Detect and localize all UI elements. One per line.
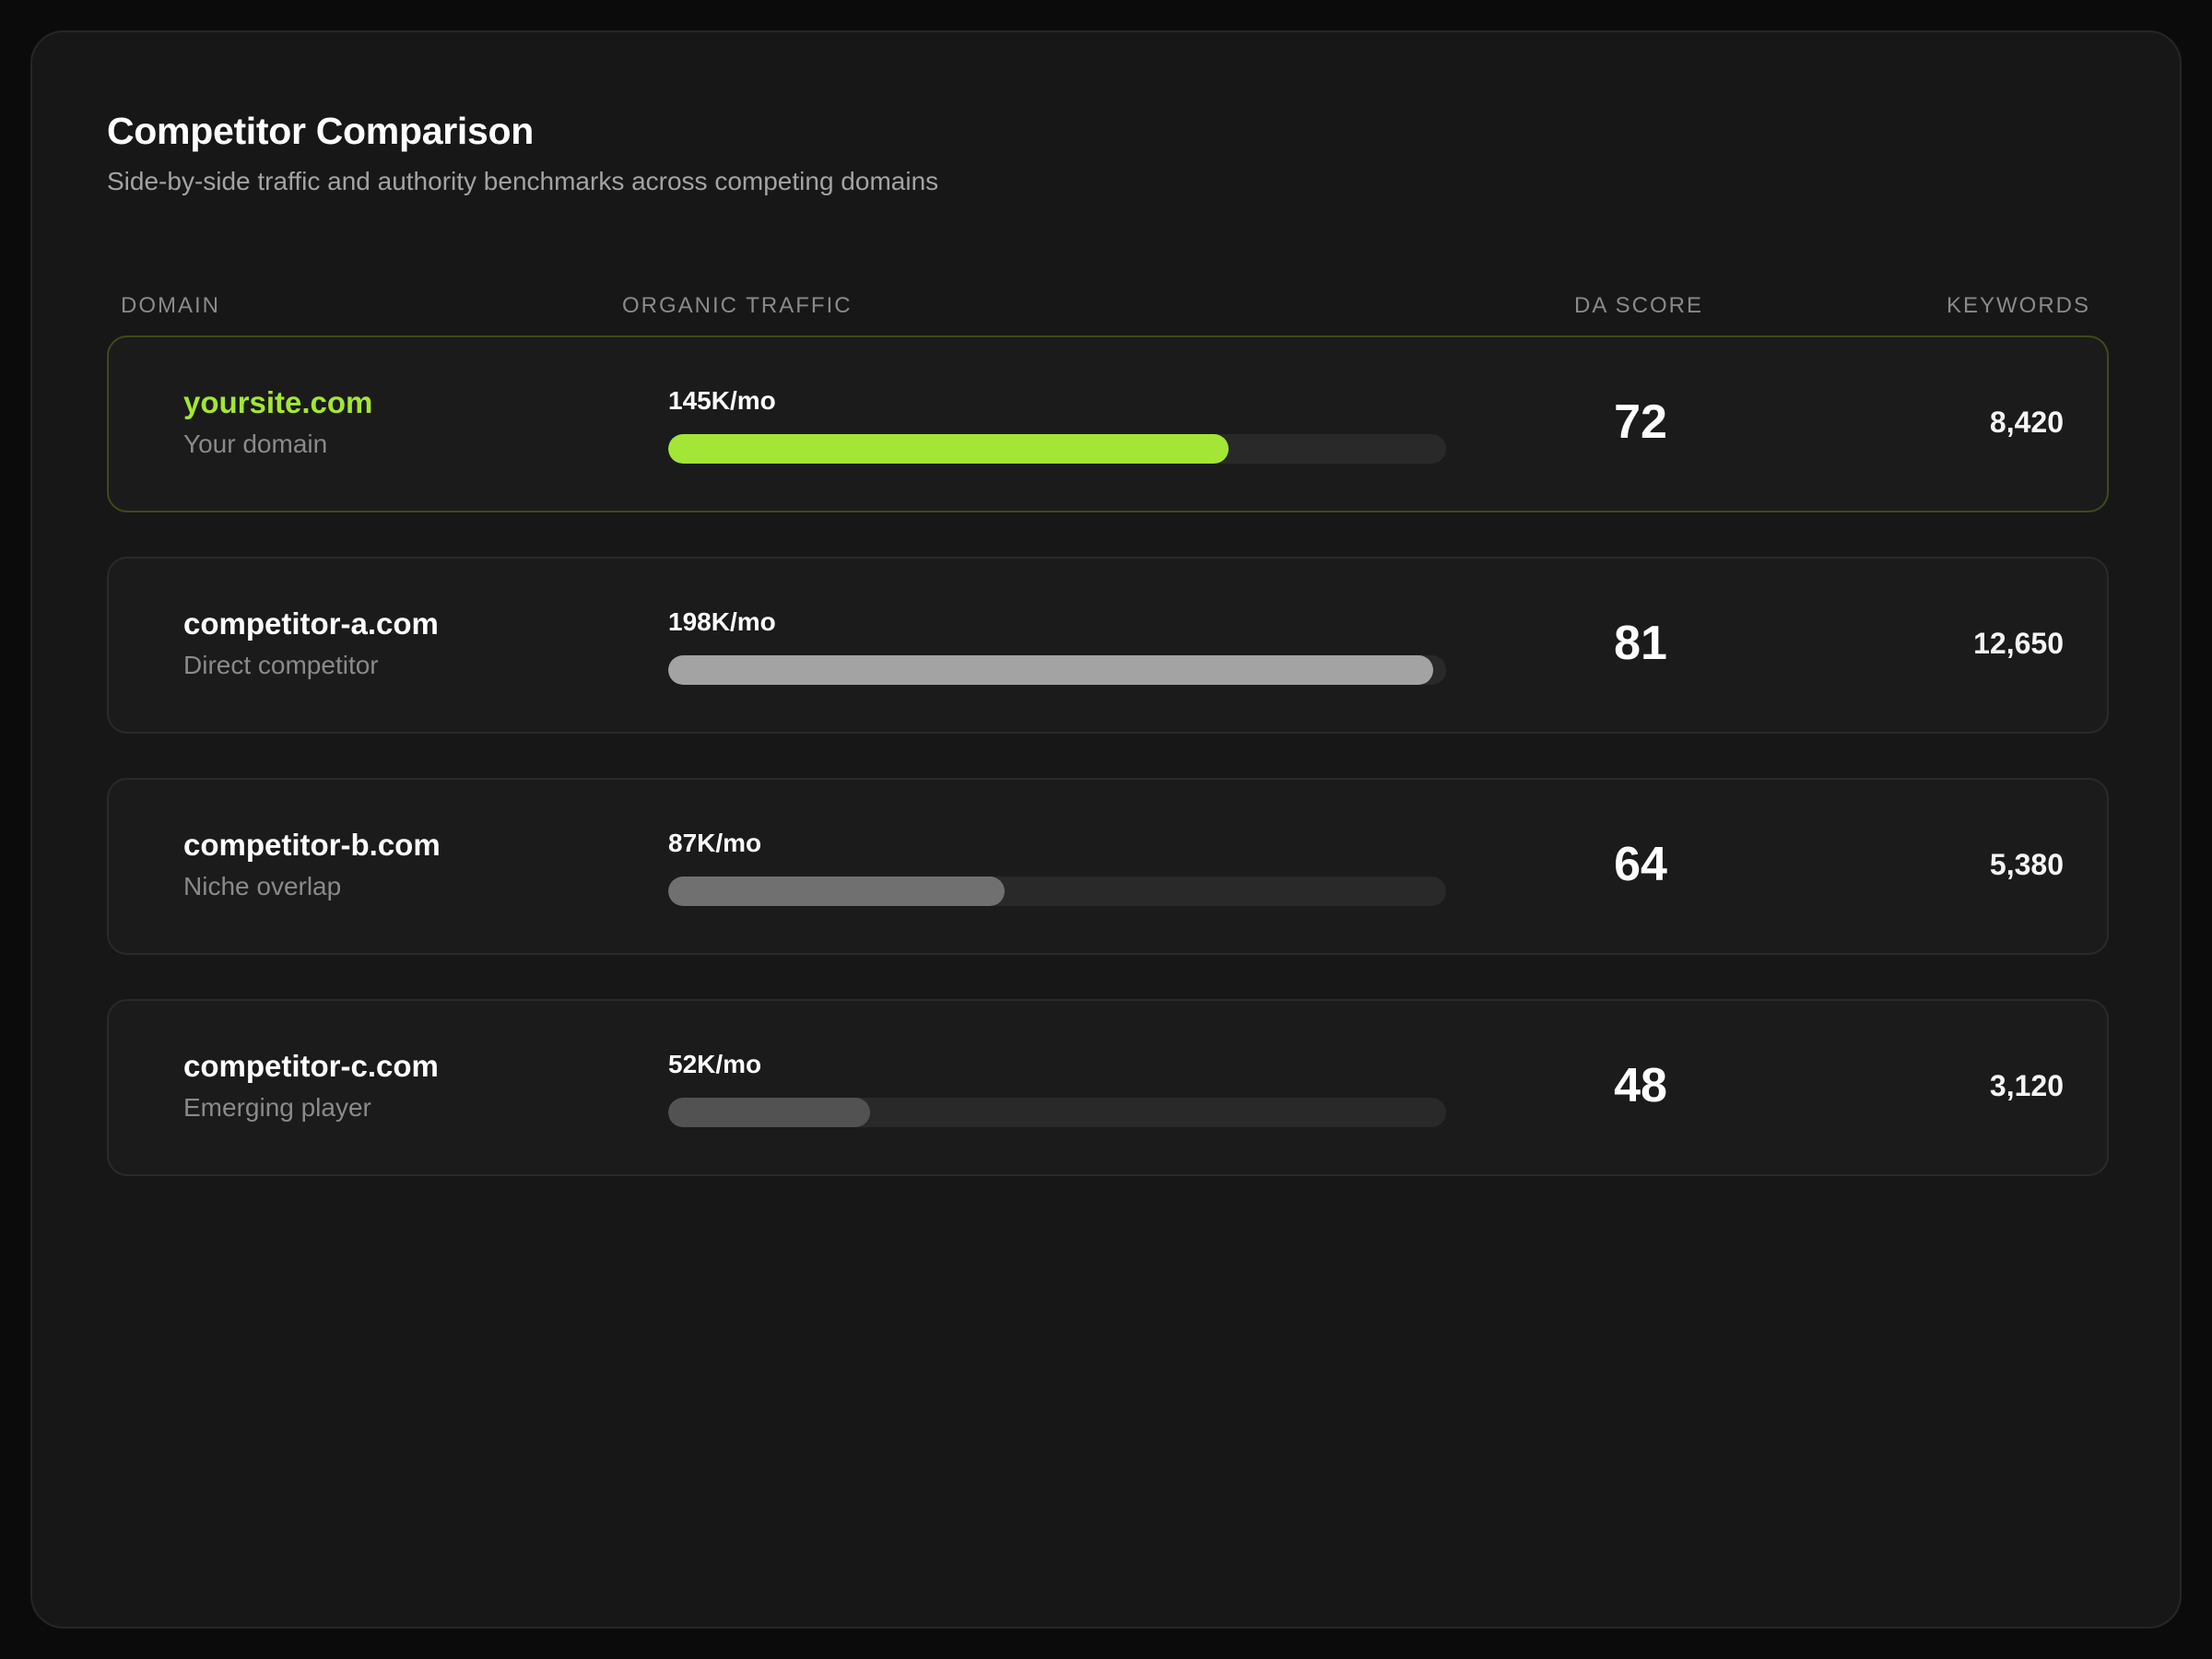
traffic-bar bbox=[668, 655, 1446, 685]
table-row-competitor-a[interactable]: competitor-a.com Direct competitor 198K/… bbox=[107, 557, 2109, 734]
keywords-count: 3,120 bbox=[1989, 1069, 2064, 1102]
column-header-keywords: KEYWORDS bbox=[1946, 293, 2090, 318]
traffic-value: 52K/mo bbox=[668, 1050, 762, 1078]
traffic-bar bbox=[668, 434, 1446, 464]
traffic-bar-fill bbox=[668, 1098, 871, 1127]
da-score: 81 bbox=[1614, 617, 1667, 670]
page-title: Competitor Comparison bbox=[107, 110, 534, 152]
domain-sublabel: Emerging player bbox=[183, 1093, 371, 1122]
da-score: 64 bbox=[1614, 838, 1667, 891]
domain-sublabel: Your domain bbox=[183, 429, 328, 458]
table-row-competitor-b[interactable]: competitor-b.com Niche overlap 87K/mo 64… bbox=[107, 778, 2109, 955]
keywords-count: 12,650 bbox=[1973, 627, 2064, 660]
table-row-yoursite[interactable]: yoursite.com Your domain 145K/mo 72 8,42… bbox=[107, 335, 2109, 512]
domain-sublabel: Direct competitor bbox=[183, 651, 379, 679]
domain-name: yoursite.com bbox=[183, 385, 373, 419]
da-score: 48 bbox=[1614, 1059, 1667, 1112]
column-header-organic-traffic: ORGANIC TRAFFIC bbox=[622, 293, 853, 318]
da-score: 72 bbox=[1614, 395, 1667, 449]
traffic-value: 87K/mo bbox=[668, 829, 762, 857]
traffic-bar bbox=[668, 877, 1446, 906]
traffic-bar-fill bbox=[668, 655, 1433, 685]
domain-name: competitor-a.com bbox=[183, 606, 439, 641]
keywords-count: 8,420 bbox=[1989, 406, 2064, 439]
traffic-bar-fill bbox=[668, 877, 1005, 906]
page-subtitle: Side-by-side traffic and authority bench… bbox=[107, 167, 939, 195]
domain-name: competitor-c.com bbox=[183, 1049, 439, 1083]
traffic-bar-fill bbox=[668, 434, 1229, 464]
keywords-count: 5,380 bbox=[1989, 848, 2064, 881]
competitor-comparison-panel: Competitor Comparison Side-by-side traff… bbox=[30, 30, 2182, 1629]
traffic-value: 198K/mo bbox=[668, 607, 776, 636]
table-row-competitor-c[interactable]: competitor-c.com Emerging player 52K/mo … bbox=[107, 999, 2109, 1176]
traffic-value: 145K/mo bbox=[668, 386, 776, 415]
traffic-bar bbox=[668, 1098, 1446, 1127]
column-header-da-score: DA SCORE bbox=[1573, 293, 1704, 318]
domain-name: competitor-b.com bbox=[183, 828, 441, 862]
domain-sublabel: Niche overlap bbox=[183, 872, 342, 900]
column-header-domain: DOMAIN bbox=[121, 293, 220, 318]
